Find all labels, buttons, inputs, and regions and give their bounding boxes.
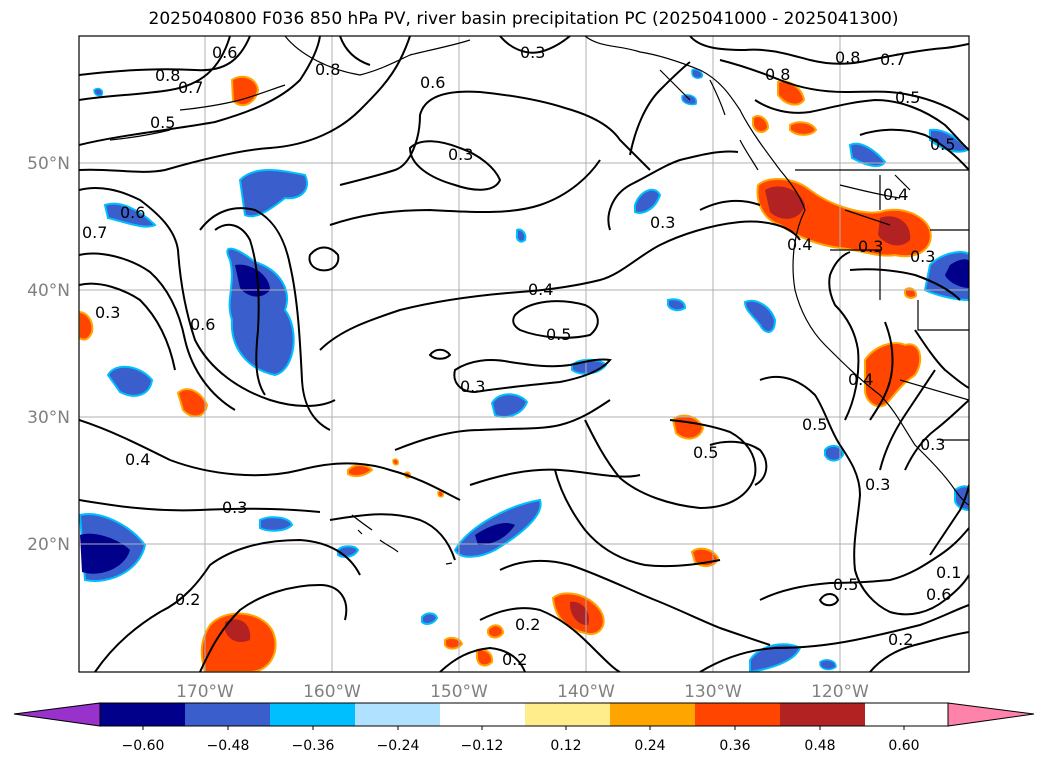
contour-label: 0.5 (546, 325, 571, 344)
contour-label: 0.2 (888, 630, 913, 649)
contour-label: 0.7 (880, 50, 905, 69)
lon-label: 150°W (430, 682, 488, 702)
contour-label: 0.7 (82, 223, 107, 242)
contour-label: 0.3 (920, 435, 945, 454)
contour-label: 0.3 (448, 145, 473, 164)
contour-label: 0.3 (865, 475, 890, 494)
contour-label: 0.3 (650, 213, 675, 232)
gridlines (79, 36, 969, 672)
contour-label: 0.6 (190, 315, 215, 334)
colorbar-bin (355, 703, 440, 726)
contour-label: 0.3 (460, 377, 485, 396)
latitude-labels: 50°N 40°N 30°N 20°N (27, 154, 70, 555)
lat-label: 20°N (27, 535, 70, 555)
lat-label: 30°N (27, 408, 70, 428)
colorbar-tick-label: 0.36 (719, 738, 750, 754)
contour-label: 0.4 (883, 185, 908, 204)
contour-label: 0.4 (125, 450, 150, 469)
colorbar-extend-high (947, 702, 1035, 727)
colorbar-tick-label: 0.60 (888, 738, 919, 754)
colorbar-bin (440, 703, 525, 726)
contour-label: 0.8 (155, 66, 180, 85)
contour-label: 0.2 (515, 615, 540, 634)
colorbar-tick-label: −0.12 (461, 738, 504, 754)
pv-contours (79, 36, 969, 672)
lon-label: 130°W (684, 682, 742, 702)
contour-label: 0.8 (835, 48, 860, 67)
contour-label: 0.5 (930, 135, 955, 154)
contour-label: 0.3 (910, 247, 935, 266)
lat-label: 40°N (27, 281, 70, 301)
map-title: 2025040800 F036 850 hPa PV, river basin … (148, 9, 899, 29)
colorbar-bin (780, 703, 865, 726)
colorbar-tick-label: −0.36 (292, 738, 335, 754)
colorbar: −0.60 −0.48 −0.36 −0.24 −0.12 0.12 0.24 … (13, 702, 1035, 754)
contour-label: 0.3 (858, 237, 883, 256)
contour-labels: 0.8 0.7 0.6 0.8 0.6 0.3 0.5 0.6 0.7 0.3 … (82, 43, 961, 669)
colorbar-tick-label: −0.60 (122, 738, 165, 754)
colorbar-frame (99, 702, 949, 727)
colorbar-tick-label: 0.12 (550, 738, 581, 754)
colorbar-tick-label: 0.24 (634, 738, 665, 754)
longitude-labels: 170°W 160°W 150°W 140°W 130°W 120°W (176, 682, 869, 702)
contour-label: 0.5 (693, 443, 718, 462)
contour-label: 0.6 (212, 43, 237, 62)
contour-label: 0.4 (848, 370, 873, 389)
contour-label: 0.7 (178, 78, 203, 97)
lon-label: 160°W (303, 682, 361, 702)
contour-label: 0.3 (222, 498, 247, 517)
colorbar-bin (695, 703, 780, 726)
colorbar-tick-label: −0.48 (207, 738, 250, 754)
contour-label: 0.6 (420, 73, 445, 92)
colorbar-tick-label: 0.48 (804, 738, 835, 754)
contour-label: 0.4 (787, 235, 812, 254)
contour-label: 0.1 (936, 563, 961, 582)
colorbar-bin (270, 703, 355, 726)
contour-label: 0.3 (95, 303, 120, 322)
contour-label: 0.2 (175, 590, 200, 609)
map-area (79, 36, 969, 672)
colorbar-bin (525, 703, 610, 726)
contour-label: 0.6 (120, 203, 145, 222)
colorbar-bin (185, 703, 270, 726)
contour-label: 0.6 (926, 585, 951, 604)
precip-negative-patches (79, 68, 969, 672)
lat-label: 50°N (27, 154, 70, 174)
map-frame (78, 35, 970, 673)
colorbar-tick-label: −0.24 (377, 738, 420, 754)
contour-label: 0.5 (895, 88, 920, 107)
contour-label: 0.8 (315, 60, 340, 79)
lon-label: 120°W (811, 682, 869, 702)
colorbar-bin (100, 703, 185, 726)
lon-label: 140°W (557, 682, 615, 702)
contour-label: 0.5 (802, 415, 827, 434)
colorbar-extend-low (13, 702, 101, 727)
lon-label: 170°W (176, 682, 234, 702)
colorbar-bin (610, 703, 695, 726)
contour-label: 0.5 (150, 113, 175, 132)
contour-label: 0.3 (520, 43, 545, 62)
contour-label: 0.8 (765, 65, 790, 84)
contour-label: 0.5 (833, 575, 858, 594)
contour-label: 0.4 (528, 280, 553, 299)
contour-label: 0.2 (502, 650, 527, 669)
